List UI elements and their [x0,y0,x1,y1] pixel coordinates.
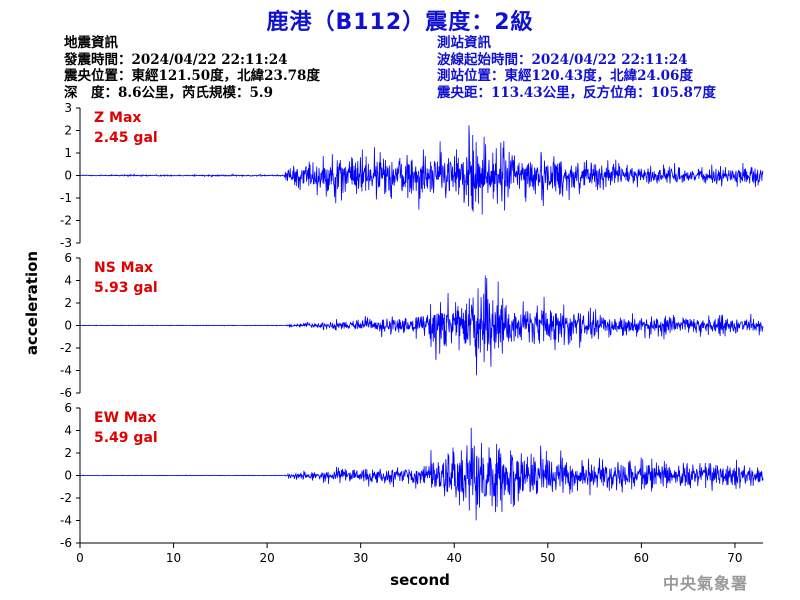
origin-time: 發震時間：2024/04/22 22:11:24 [64,51,288,68]
y-tick-label: 0 [64,469,72,483]
station-location: 測站位置：東經120.43度，北緯24.06度 [437,68,693,84]
y-tick-label: 6 [64,401,72,415]
distance-azimuth: 震央距：113.43公里，反方位角：105.87度 [437,84,716,101]
y-tick-label: -4 [60,514,72,528]
y-tick-label: -2 [60,214,72,228]
waveform-trace-ew [79,427,764,521]
max-title-label: EW Max [94,410,156,426]
y-tick-label: -1 [60,191,72,205]
max-value-label: 5.49 gal [94,430,158,446]
x-tick-label: 60 [634,551,649,565]
station-info: 測站資訊 波線起始時間：2024/04/22 22:11:24 測站位置：東經1… [437,35,716,101]
y-tick-label: 3 [64,101,72,115]
max-value-label: 5.93 gal [94,280,158,296]
x-tick-label: 40 [447,551,462,565]
earthquake-info: 地震資訊 發震時間：2024/04/22 22:11:24 震央位置：東經121… [64,35,320,101]
chart-title: 鹿港（B112）震度：2級 [266,10,534,35]
y-tick-label: 4 [64,424,72,438]
waveform-trace-z [79,125,764,215]
y-tick-label: -2 [60,341,72,355]
x-tick-label: 10 [166,551,181,565]
x-axis-label: second [390,571,450,589]
max-title-label: NS Max [94,260,153,276]
y-tick-label: 0 [64,319,72,333]
max-value-label: 2.45 gal [94,130,158,146]
y-tick-label: -6 [60,536,72,550]
agency-watermark: 中央氣象署 [662,574,748,593]
y-tick-label: -3 [60,236,72,250]
waveform-trace-ns [79,275,764,376]
earthquake-info-heading: 地震資訊 [64,35,118,51]
x-tick-label: 70 [727,551,742,565]
y-tick-label: 4 [64,274,72,288]
y-tick-label: -6 [60,386,72,400]
x-tick-label: 30 [353,551,368,565]
y-tick-label: 2 [64,124,72,138]
x-tick-label: 50 [540,551,555,565]
y-tick-label: 2 [64,296,72,310]
y-tick-label: -2 [60,491,72,505]
y-axis-label: acceleration [23,250,41,356]
y-tick-label: 0 [64,169,72,183]
waveform-start-time: 波線起始時間：2024/04/22 22:11:24 [437,51,688,68]
y-tick-label: 6 [64,251,72,265]
x-tick-label: 20 [259,551,274,565]
y-tick-label: -4 [60,364,72,378]
x-tick-label: 0 [76,551,84,565]
depth-magnitude: 深 度：8.6公里，芮氏規模：5.9 [64,84,273,101]
y-tick-label: 2 [64,446,72,460]
y-tick-label: 1 [64,146,72,160]
epicenter-location: 震央位置：東經121.50度，北緯23.78度 [64,68,320,84]
station-info-heading: 測站資訊 [437,35,491,51]
max-title-label: Z Max [94,110,141,126]
